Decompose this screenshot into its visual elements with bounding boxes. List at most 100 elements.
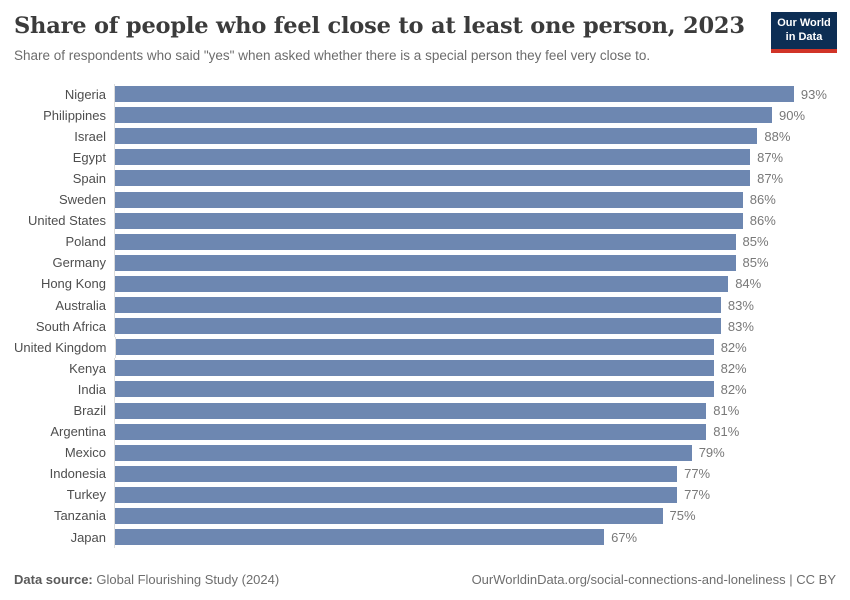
country-label: Germany xyxy=(52,255,106,271)
value-label: 87% xyxy=(757,149,784,165)
data-source-value: Global Flourishing Study (2024) xyxy=(96,572,280,587)
chart-rows: Nigeria 93% Philippines 90% Israel 88% Egypt 87… xyxy=(14,83,846,548)
bar-track: 87% xyxy=(114,146,845,168)
country-label: Indonesia xyxy=(49,466,106,482)
value-label: 86% xyxy=(749,192,776,208)
value-label: 67% xyxy=(611,529,638,545)
value-label: 83% xyxy=(727,318,754,334)
value-label: 81% xyxy=(713,424,740,440)
bar[interactable] xyxy=(115,381,714,398)
owid-logo-text: Our World in Data xyxy=(771,12,837,49)
bar[interactable] xyxy=(115,529,605,546)
bar[interactable] xyxy=(115,486,678,503)
footer-url[interactable]: OurWorldinData.org/social-connections-an… xyxy=(471,572,786,587)
country-label: Mexico xyxy=(64,445,106,461)
bar-track: 90% xyxy=(114,104,845,126)
bar[interactable] xyxy=(115,423,707,440)
chart-row: Germany 85% xyxy=(14,252,845,274)
value-label: 86% xyxy=(749,213,776,229)
chart-footer: Data source: Global Flourishing Study (2… xyxy=(14,572,836,587)
chart-row: India 82% xyxy=(14,378,845,400)
chart-row: Sweden 86% xyxy=(14,189,845,211)
value-label: 87% xyxy=(757,170,784,186)
country-label: Japan xyxy=(70,529,106,545)
country-label: Hong Kong xyxy=(40,276,106,292)
bar[interactable] xyxy=(115,128,758,145)
bar-track: 82% xyxy=(114,378,845,400)
bar[interactable] xyxy=(115,233,736,250)
country-label: Tanzania xyxy=(53,508,106,524)
bar[interactable] xyxy=(115,212,743,229)
bar[interactable] xyxy=(115,297,721,314)
country-label: Australia xyxy=(55,297,106,313)
bar[interactable] xyxy=(115,86,794,103)
value-label: 82% xyxy=(720,381,747,397)
chart-title: Share of people who feel close to at lea… xyxy=(14,13,745,39)
bar[interactable] xyxy=(115,191,743,208)
value-label: 75% xyxy=(669,508,696,524)
bar-track: 85% xyxy=(114,252,845,274)
bar[interactable] xyxy=(115,254,736,271)
chart-row: Spain 87% xyxy=(14,167,845,190)
bar[interactable] xyxy=(115,402,707,419)
bar-track: 77% xyxy=(114,463,845,485)
footer-license: | CC BY xyxy=(789,572,836,587)
bar[interactable] xyxy=(115,275,729,292)
value-label: 90% xyxy=(779,107,806,123)
chart-row: Indonesia 77% xyxy=(14,463,845,485)
chart-row: Japan 67% xyxy=(14,526,845,548)
chart-header: Share of people who feel close to at lea… xyxy=(0,0,850,65)
bar-track: 88% xyxy=(114,125,845,147)
chart-row: Brazil 81% xyxy=(14,399,845,422)
country-label: Sweden xyxy=(59,192,106,208)
chart-row: Poland 85% xyxy=(14,231,845,253)
bar[interactable] xyxy=(115,318,721,335)
value-label: 81% xyxy=(713,403,740,418)
data-source-label: Data source: xyxy=(14,572,93,587)
value-label: 85% xyxy=(742,255,769,271)
country-label: Turkey xyxy=(66,487,106,503)
value-label: 79% xyxy=(698,445,725,461)
bar-track: 67% xyxy=(114,526,845,548)
bar[interactable] xyxy=(115,149,751,166)
bar[interactable] xyxy=(115,507,663,524)
country-label: United States xyxy=(27,213,106,229)
bar-track: 84% xyxy=(114,273,845,295)
bar-track: 83% xyxy=(114,315,845,337)
bar-track: 81% xyxy=(114,399,845,422)
country-label: Kenya xyxy=(69,360,106,376)
country-label: Israel xyxy=(74,128,106,144)
value-label: 84% xyxy=(735,276,762,292)
chart-row: Egypt 87% xyxy=(14,146,845,168)
bar[interactable] xyxy=(115,107,772,124)
chart-row: Tanzania 75% xyxy=(14,505,845,527)
chart-row: Philippines 90% xyxy=(14,104,845,126)
bar-track: 79% xyxy=(114,442,845,464)
bar[interactable] xyxy=(115,360,714,377)
bar-track: 75% xyxy=(114,505,845,527)
owid-logo[interactable]: Our World in Data xyxy=(771,12,837,53)
bar[interactable] xyxy=(115,170,751,187)
country-label: South Africa xyxy=(35,318,106,334)
bar-track: 85% xyxy=(114,231,845,253)
country-label: Egypt xyxy=(72,149,106,165)
owid-logo-line1: Our World xyxy=(777,17,831,29)
bar-track: 93% xyxy=(114,83,845,105)
owid-logo-line2: in Data xyxy=(785,30,823,43)
bar[interactable] xyxy=(115,444,692,461)
chart-row: Nigeria 93% xyxy=(14,83,845,105)
value-label: 77% xyxy=(684,466,711,482)
bar-track: 77% xyxy=(114,484,845,506)
bar-track: 82% xyxy=(114,336,846,358)
bar[interactable] xyxy=(115,465,678,482)
bar-track: 83% xyxy=(114,294,845,316)
value-label: 93% xyxy=(800,86,827,102)
country-label: Nigeria xyxy=(64,86,106,102)
bar-track: 86% xyxy=(114,210,845,232)
value-label: 85% xyxy=(742,234,769,250)
bar[interactable] xyxy=(115,339,714,356)
chart-row: United States 86% xyxy=(14,210,845,232)
owid-logo-redbar xyxy=(771,48,837,53)
bar-track: 81% xyxy=(114,421,845,443)
